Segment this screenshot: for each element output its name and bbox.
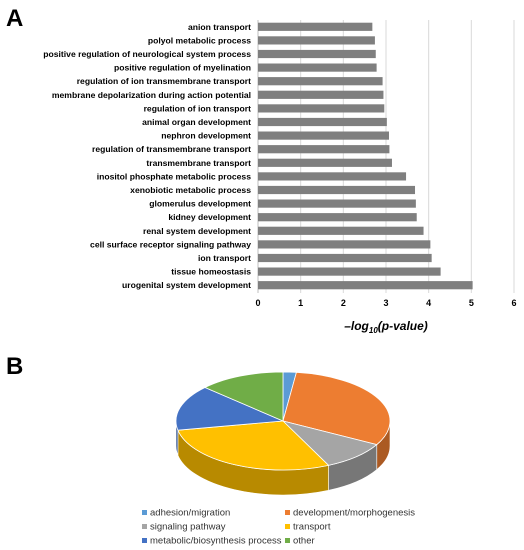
category-label: ion transport [198, 253, 251, 263]
legend-swatch [142, 538, 147, 543]
pie-slice [282, 371, 391, 446]
bar [258, 145, 390, 154]
legend-swatch [142, 524, 147, 529]
category-label: positive regulation of myelination [114, 63, 251, 73]
bar [258, 213, 417, 222]
category-label: membrane depolarization during action po… [52, 90, 251, 100]
category-label: xenobiotic metabolic process [130, 185, 251, 195]
legend-swatch [142, 510, 147, 515]
bar [258, 267, 441, 276]
category-label: positive regulation of neurological syst… [43, 49, 251, 59]
category-label: urogenital system development [122, 280, 251, 290]
legend-swatch [285, 524, 290, 529]
bar [258, 172, 407, 181]
bar [258, 77, 383, 86]
bar-chart: anion transport polyol metabolic process p… [43, 20, 517, 335]
bar [258, 281, 473, 290]
pie-slice [177, 420, 330, 471]
category-label: regulation of ion transport [144, 103, 252, 113]
category-label: anion transport [188, 22, 251, 32]
category-label: nephron development [161, 131, 251, 141]
x-tick-label: 3 [383, 298, 388, 308]
x-tick-label: 2 [341, 298, 346, 308]
x-tick-label: 1 [298, 298, 303, 308]
bar [258, 226, 424, 235]
category-label: polyol metabolic process [148, 35, 251, 45]
bar [258, 117, 387, 127]
bar [258, 131, 389, 140]
panel-a-label: A [6, 5, 23, 32]
category-label: cell surface receptor signaling pathway [90, 239, 251, 249]
bar [258, 36, 375, 45]
category-label: regulation of transmembrane transport [92, 144, 251, 154]
bar [258, 253, 432, 263]
x-tick-label: 5 [469, 298, 474, 308]
legend-item-label: development/morphogenesis [293, 508, 415, 519]
legend-item-label: metabolic/biosynthesis process [150, 536, 282, 547]
bar [258, 185, 416, 195]
bar [258, 63, 377, 72]
legend-item-label: other [293, 536, 315, 547]
pie-slice [175, 387, 284, 431]
x-tick-label: 0 [255, 298, 260, 308]
category-label: regulation of ion transmembrane transpor… [77, 76, 251, 86]
legend-swatch [285, 510, 290, 515]
category-label: kidney development [168, 212, 251, 222]
bar [258, 90, 384, 99]
panel-b-label: B [6, 353, 23, 380]
category-label: animal organ development [142, 117, 251, 127]
category-label: inositol phosphate metabolic process [97, 171, 251, 181]
legend-item-label: signaling pathway [150, 522, 226, 533]
bar [258, 158, 392, 167]
x-axis-title: –log10(p-value) [344, 319, 428, 335]
bar [258, 104, 385, 113]
pie-chart [175, 371, 391, 496]
category-label: glomerulus development [149, 199, 251, 209]
legend-item-label: adhesion/migration [150, 508, 230, 519]
category-label: transmembrane transport [146, 158, 251, 168]
x-tick-label: 6 [511, 298, 516, 308]
pie-slice [204, 371, 284, 422]
category-label: renal system development [143, 226, 251, 236]
x-tick-label: 4 [426, 298, 431, 308]
legend-item-label: transport [293, 522, 331, 533]
legend-swatch [285, 538, 290, 543]
bar [258, 240, 431, 249]
category-label: tissue homeostasis [171, 267, 251, 277]
bar [258, 199, 416, 208]
bar [258, 22, 373, 31]
bar [258, 49, 376, 59]
pie-legend: adhesion/migration development/morphogene… [142, 508, 415, 547]
